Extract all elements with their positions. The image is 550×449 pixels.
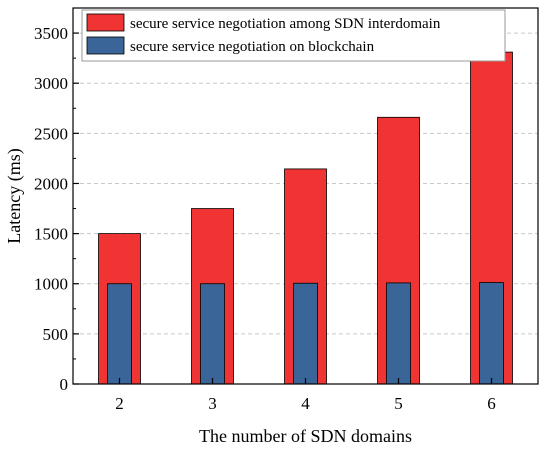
y-tick-label: 3500 [34, 24, 68, 43]
y-tick-label: 0 [60, 375, 69, 394]
bar-series-2-6 [479, 282, 504, 385]
x-axis: 2 3 4 5 6 [115, 378, 496, 413]
x-tick-label: 2 [115, 394, 124, 413]
bar-series-2-3 [200, 283, 225, 385]
y-tick-label: 2000 [34, 174, 68, 193]
legend-swatch-1 [86, 13, 125, 32]
legend: secure service negotiation among SDN int… [81, 9, 506, 62]
bars [98, 51, 513, 385]
y-axis: 0 500 1000 1500 2000 2500 3000 3500 [34, 24, 79, 394]
x-tick-label: 3 [208, 394, 217, 413]
y-tick-label: 500 [43, 325, 69, 344]
legend-label-2: secure service negotiation on blockchain [130, 39, 375, 55]
legend-label-1: secure service negotiation among SDN int… [130, 16, 441, 32]
legend-box [81, 9, 506, 62]
y-axis-title: Latency (ms) [4, 148, 25, 243]
y-tick-label: 2500 [34, 124, 68, 143]
bar-series-2-5 [386, 282, 411, 385]
x-tick-label: 5 [394, 394, 403, 413]
x-tick-label: 6 [487, 394, 496, 413]
legend-swatch-2 [86, 36, 125, 55]
y-tick-label: 1000 [34, 275, 68, 294]
bar-series-2-2 [107, 283, 132, 385]
y-tick-label: 1500 [34, 225, 68, 244]
x-axis-title: The number of SDN domains [199, 426, 412, 446]
y-tick-label: 3000 [34, 74, 68, 93]
bar-series-2-4 [293, 282, 318, 385]
x-tick-label: 4 [301, 394, 310, 413]
